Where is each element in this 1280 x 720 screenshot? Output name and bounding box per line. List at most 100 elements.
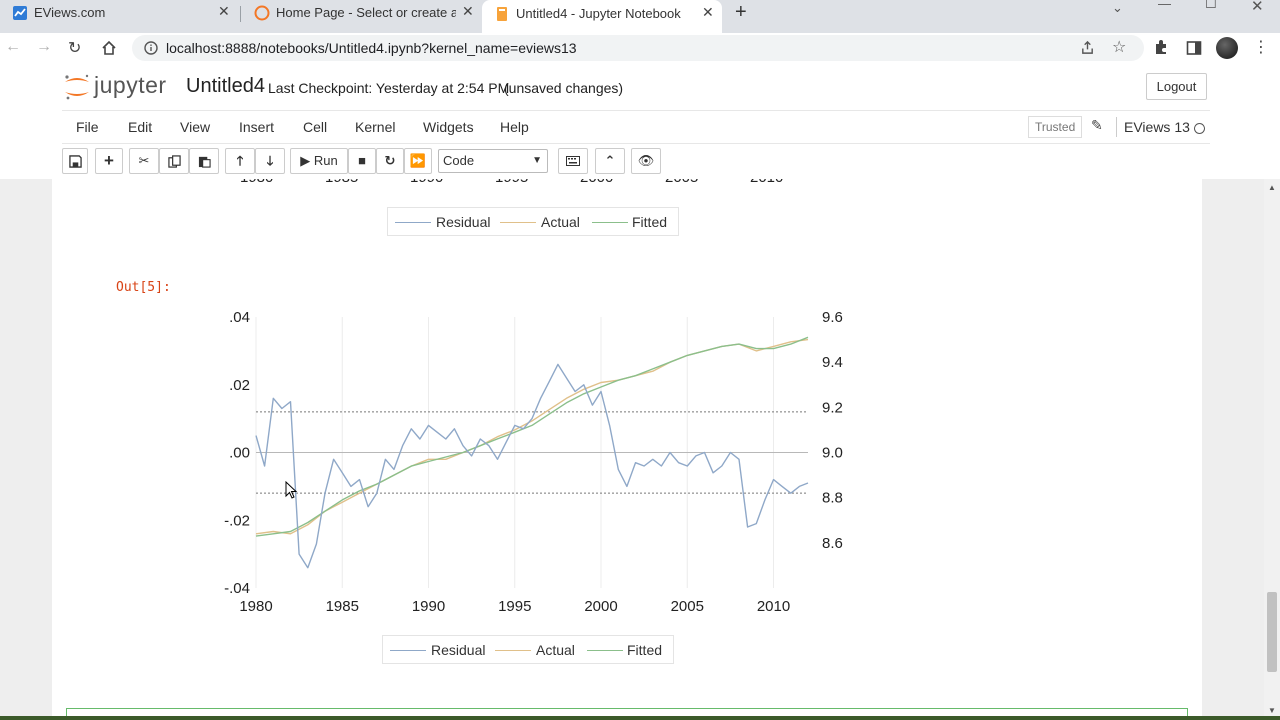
cell-type-value: Code [443, 153, 475, 168]
address-bar[interactable]: localhost:8888/notebooks/Untitled4.ipynb… [132, 35, 1144, 61]
legend-label-fitted: Fitted [627, 642, 663, 658]
bookmark-star-icon[interactable]: ☆ [1112, 39, 1127, 56]
close-tab-icon[interactable]: ✕ [702, 4, 714, 20]
tab-home-page[interactable]: Home Page - Select or create a n ✕ [242, 0, 480, 26]
scissors-icon: ✂ [138, 153, 150, 168]
share-icon[interactable] [1080, 40, 1095, 55]
kernel-name[interactable]: EViews 13 [1124, 119, 1190, 135]
site-info-icon[interactable] [144, 41, 158, 55]
eye-icon: 👁 [637, 153, 655, 168]
tab-divider [240, 6, 241, 22]
x-axis-tick-label: 1980 [239, 598, 272, 615]
run-button[interactable]: ▶ Run [290, 148, 348, 174]
tab-search-chevron-icon[interactable]: ⌄ [1112, 0, 1123, 15]
fast-forward-icon: ⏩ [409, 153, 427, 168]
maximize-icon[interactable]: ☐ [1205, 0, 1217, 11]
new-tab-icon[interactable]: + [735, 1, 747, 23]
copy-icon [167, 155, 181, 168]
notebook-container: 1980 1985 1990 1995 2000 2005 2010 Resid… [52, 179, 1202, 720]
prev-chart-x-tick: 2000 [580, 179, 613, 186]
legend-swatch-fitted [587, 650, 623, 651]
scroll-up-icon[interactable]: ▲ [1268, 183, 1276, 192]
jupyter-logo-text[interactable]: jupyter [94, 72, 167, 98]
chevron-down-icon: ▼ [532, 155, 542, 166]
x-axis-tick-label: 2010 [757, 598, 790, 615]
legend-swatch-residual [390, 650, 426, 651]
close-tab-icon[interactable]: ✕ [218, 3, 230, 19]
minimize-icon[interactable]: — [1158, 0, 1171, 11]
command-palette-button[interactable] [558, 148, 588, 174]
right-axis-tick-label: 9.2 [822, 399, 843, 416]
series-line-fitted [255, 336, 809, 537]
x-axis-tick-label: 2000 [584, 598, 617, 615]
browser-toolbar: ← → ↻ localhost:8888/notebooks/Untitled4… [0, 33, 1280, 63]
output-prompt: Out[5]: [116, 280, 171, 295]
reload-icon[interactable]: ↻ [68, 40, 82, 57]
restart-button[interactable]: ↻ [376, 148, 404, 174]
cut-button[interactable]: ✂ [129, 148, 159, 174]
scrollbar-thumb[interactable] [1267, 592, 1277, 672]
tab-eviews[interactable]: EViews.com ✕ [0, 0, 236, 26]
unsaved-changes-indicator: (unsaved changes) [504, 80, 624, 96]
series-line-actual [255, 338, 809, 535]
notebook-menubar: File Edit View Insert Cell Kernel Widget… [62, 110, 1210, 144]
notebook-scroll-area[interactable]: 1980 1985 1990 1995 2000 2005 2010 Resid… [0, 179, 1264, 720]
forward-icon[interactable]: → [36, 38, 52, 55]
menu-edit[interactable]: Edit [128, 119, 153, 135]
menu-help[interactable]: Help [500, 119, 529, 135]
back-icon[interactable]: ← [5, 38, 21, 55]
chart-legend: Residual Actual Fitted [382, 635, 674, 664]
x-axis-tick-label: 1990 [412, 598, 445, 615]
next-code-cell[interactable] [66, 708, 1188, 720]
menu-kernel[interactable]: Kernel [355, 119, 396, 135]
legend-label: Residual [436, 214, 491, 230]
close-tab-icon[interactable]: ✕ [462, 3, 474, 19]
copy-button[interactable] [159, 148, 189, 174]
prev-chart-x-tick: 1990 [410, 179, 443, 186]
legend-swatch-actual [495, 650, 531, 651]
move-up-button[interactable]: 🡑 [225, 148, 255, 174]
menu-widgets[interactable]: Widgets [423, 119, 474, 135]
toggle-header-button[interactable]: ⌃ [595, 148, 625, 174]
right-axis-tick-label: 8.6 [822, 535, 843, 552]
save-icon [68, 155, 82, 168]
toggle-view-button[interactable]: 👁 [631, 148, 661, 174]
eviews-favicon-icon [13, 6, 27, 20]
restart-run-all-button[interactable]: ⏩ [404, 148, 432, 174]
browser-tab-strip: EViews.com ✕ Home Page - Select or creat… [0, 0, 1280, 33]
notebook-name[interactable]: Untitled4 [186, 75, 265, 97]
extensions-puzzle-icon[interactable] [1153, 39, 1169, 55]
side-panel-icon[interactable] [1186, 40, 1202, 56]
tab-untitled4[interactable]: Untitled4 - Jupyter Notebook ✕ [482, 0, 722, 33]
menu-view[interactable]: View [180, 119, 211, 135]
profile-avatar[interactable] [1216, 37, 1238, 59]
arrow-down-icon: 🡓 [266, 153, 274, 168]
scroll-down-icon[interactable]: ▼ [1268, 706, 1276, 715]
paste-icon [198, 156, 211, 168]
left-axis-tick-label: .00 [229, 445, 250, 462]
close-window-icon[interactable]: ✕ [1251, 0, 1264, 15]
prev-chart-x-tick: 1980 [240, 179, 273, 186]
edit-pencil-icon[interactable]: ✎ [1091, 117, 1103, 133]
move-down-button[interactable]: 🡓 [255, 148, 285, 174]
legend-swatch [395, 222, 431, 223]
arrow-up-icon: 🡑 [236, 153, 244, 168]
prev-chart-x-tick: 2010 [750, 179, 783, 186]
insert-cell-button[interactable]: + [95, 148, 123, 174]
cell-type-select[interactable]: Code ▼ [438, 149, 548, 173]
logout-button[interactable]: Logout [1146, 73, 1207, 100]
home-icon[interactable] [101, 40, 117, 56]
menu-cell[interactable]: Cell [303, 119, 328, 135]
paste-button[interactable] [189, 148, 219, 174]
legend-label: Actual [541, 214, 580, 230]
save-button[interactable] [62, 148, 88, 174]
interrupt-button[interactable]: ■ [348, 148, 376, 174]
menu-file[interactable]: File [76, 119, 99, 135]
browser-menu-icon[interactable]: ⋮ [1253, 39, 1269, 56]
page-scrollbar[interactable]: ▲ ▼ [1264, 179, 1280, 720]
kernel-divider [1116, 117, 1117, 137]
trusted-indicator[interactable]: Trusted [1028, 116, 1083, 138]
menu-insert[interactable]: Insert [239, 119, 275, 135]
stop-icon: ■ [358, 153, 366, 168]
jupyter-logo-icon[interactable] [62, 72, 92, 102]
